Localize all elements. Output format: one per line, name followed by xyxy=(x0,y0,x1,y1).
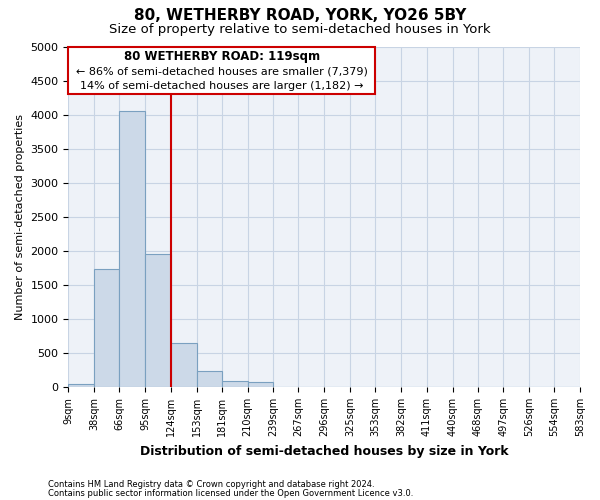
Text: Contains public sector information licensed under the Open Government Licence v3: Contains public sector information licen… xyxy=(48,488,413,498)
Text: 80, WETHERBY ROAD, YORK, YO26 5BY: 80, WETHERBY ROAD, YORK, YO26 5BY xyxy=(134,8,466,22)
Bar xyxy=(68,46,375,94)
Bar xyxy=(248,382,274,387)
Bar xyxy=(222,381,248,387)
Text: Contains HM Land Registry data © Crown copyright and database right 2024.: Contains HM Land Registry data © Crown c… xyxy=(48,480,374,489)
Bar xyxy=(171,343,197,387)
Y-axis label: Number of semi-detached properties: Number of semi-detached properties xyxy=(15,114,25,320)
Text: 80 WETHERBY ROAD: 119sqm: 80 WETHERBY ROAD: 119sqm xyxy=(124,50,320,62)
Text: Size of property relative to semi-detached houses in York: Size of property relative to semi-detach… xyxy=(109,22,491,36)
X-axis label: Distribution of semi-detached houses by size in York: Distribution of semi-detached houses by … xyxy=(140,444,509,458)
Bar xyxy=(94,269,119,387)
Text: 14% of semi-detached houses are larger (1,182) →: 14% of semi-detached houses are larger (… xyxy=(80,80,364,90)
Bar xyxy=(119,111,145,387)
Bar xyxy=(197,372,222,387)
Bar xyxy=(145,254,171,387)
Bar xyxy=(68,384,94,387)
Text: ← 86% of semi-detached houses are smaller (7,379): ← 86% of semi-detached houses are smalle… xyxy=(76,66,368,76)
